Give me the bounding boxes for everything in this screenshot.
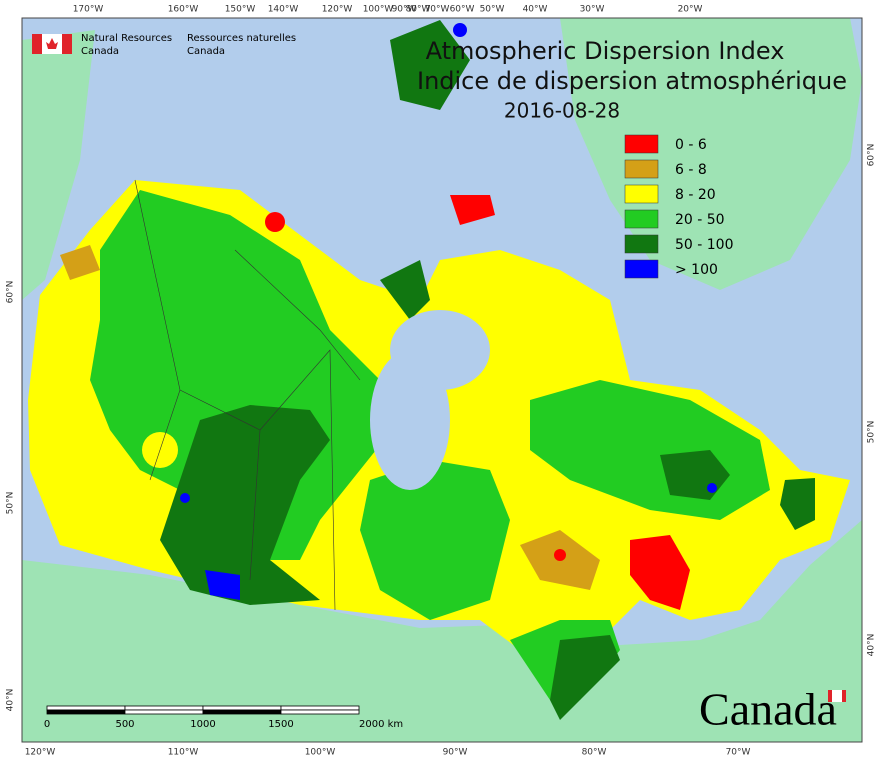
zone-over-100 <box>707 483 717 493</box>
longitude-label: 90°W <box>392 5 417 15</box>
united-states <box>22 520 862 742</box>
agency-signature: Natural Resources Canada Ressources natu… <box>32 33 296 57</box>
scale-label: 0 <box>44 719 50 730</box>
flag-bar <box>32 34 42 54</box>
zone-over-100 <box>205 570 240 600</box>
title: Atmospheric Dispersion Index <box>426 37 785 65</box>
longitude-label: 50°W <box>480 5 505 15</box>
scale-segment <box>46 709 126 715</box>
hudson-bay <box>390 310 490 390</box>
longitude-label: 80°W <box>582 748 607 758</box>
longitude-label: 170°W <box>73 5 104 15</box>
scale-segment <box>280 709 360 715</box>
longitude-label: 150°W <box>225 5 256 15</box>
scale-segment <box>46 705 126 711</box>
scale-label: 1500 <box>268 719 293 730</box>
zone-0-6 <box>554 549 566 561</box>
zone-50-100 <box>550 635 620 720</box>
longitude-label: 70°W <box>425 5 450 15</box>
longitude-label: 30°W <box>580 5 605 15</box>
scale-bar: 0 500 1000 1500 2000 km <box>44 705 403 730</box>
longitude-label: 120°W <box>322 5 353 15</box>
legend-swatch <box>624 184 659 204</box>
date: 2016-08-28 <box>504 99 620 123</box>
scale-segment <box>202 709 282 715</box>
legend: 0 - 6 6 - 8 8 - 20 20 - 50 50 - 100 > 100 <box>624 134 734 279</box>
legend-label: 50 - 100 <box>675 237 734 253</box>
legend-swatch <box>624 209 659 229</box>
zone-20-50 <box>360 460 510 620</box>
zone-over-100 <box>180 493 190 503</box>
zone-0-6 <box>630 535 690 610</box>
agency-name: Ressources naturelles <box>187 33 296 44</box>
alaska <box>22 30 95 300</box>
wordmark-flag <box>832 690 842 702</box>
title: Indice de dispersion atmosphérique <box>417 67 847 95</box>
latitude-label: 50°N <box>6 492 16 515</box>
map-area <box>21 17 863 743</box>
longitude-label: 160°W <box>168 5 199 15</box>
flag-bar <box>62 34 72 54</box>
scale-label: 1000 <box>190 719 215 730</box>
zone-50-100 <box>780 478 815 530</box>
legend-swatch <box>624 259 659 279</box>
legend-label: 20 - 50 <box>675 212 725 228</box>
zone-over-100 <box>453 23 467 37</box>
zone-50-100 <box>390 20 470 110</box>
zone-50-100 <box>380 260 430 320</box>
longitude-label: 120°W <box>25 748 56 758</box>
latitude-label: 40°N <box>6 689 16 712</box>
legend-label: > 100 <box>675 262 718 278</box>
maple-leaf <box>46 38 58 49</box>
latitude-label: 40°N <box>867 634 877 657</box>
legend-label: 6 - 8 <box>675 162 707 178</box>
legend-label: 8 - 20 <box>675 187 716 203</box>
zone-0-6 <box>265 212 285 232</box>
longitude-label: 40°W <box>523 5 548 15</box>
zone-50-100 <box>160 405 330 605</box>
zone-6-8 <box>60 245 100 280</box>
longitude-label: 70°W <box>726 748 751 758</box>
graticule-labels: 170°W 160°W 150°W 140°W 120°W 100°W90°W80°W70… <box>6 5 877 758</box>
boundaries <box>134 179 361 611</box>
legend-label: 0 - 6 <box>675 137 707 153</box>
wordmark: Canada <box>699 684 837 735</box>
scale-segment <box>202 705 282 711</box>
legend-swatch <box>624 234 659 254</box>
legend-swatch <box>624 134 659 154</box>
latitude-label: 60°N <box>6 281 16 304</box>
longitude-label: 80°W <box>406 5 431 15</box>
longitude-label: 100°W <box>363 5 394 15</box>
longitude-label: 20°W <box>678 5 703 15</box>
frame <box>21 17 863 743</box>
scale-label: 2000 km <box>359 719 403 730</box>
agency-name: Canada <box>81 46 119 57</box>
scale-segment <box>124 709 204 715</box>
zone-0-6 <box>450 195 495 225</box>
zone-20-50 <box>90 190 400 560</box>
longitude-label: 110°W <box>168 748 199 758</box>
latitude-label: 60°N <box>867 144 877 167</box>
agency-name: Canada <box>187 46 225 57</box>
scale-segment <box>124 705 204 711</box>
longitude-label: 90°W <box>443 748 468 758</box>
latitude-label: 50°N <box>867 421 877 444</box>
agency-name: Natural Resources <box>81 33 172 44</box>
legend-swatch <box>624 159 659 179</box>
scale-segment <box>280 705 360 711</box>
longitude-label: 100°W <box>305 748 336 758</box>
longitude-label: 140°W <box>268 5 299 15</box>
longitude-label: 60°W <box>450 5 475 15</box>
scale-label: 500 <box>115 719 134 730</box>
